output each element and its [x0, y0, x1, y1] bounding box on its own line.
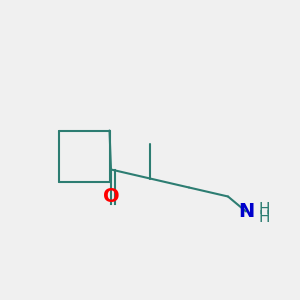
Text: H: H	[258, 210, 269, 225]
Text: N: N	[238, 202, 254, 221]
Text: O: O	[103, 187, 119, 206]
Text: H: H	[258, 202, 269, 217]
